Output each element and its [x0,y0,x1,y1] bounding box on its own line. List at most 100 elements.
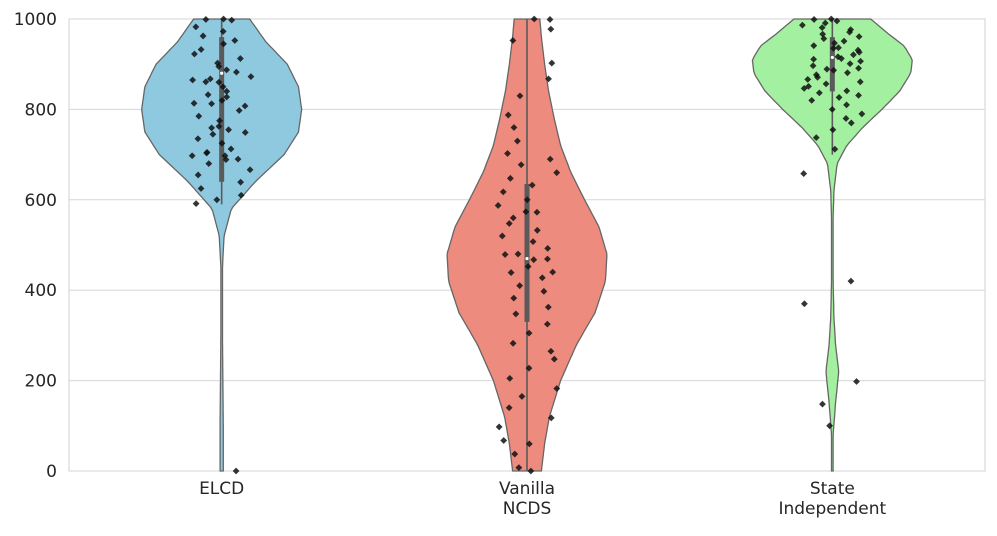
data-point [197,185,205,192]
data-point [546,155,554,163]
data-point [821,19,829,27]
data-point [800,300,808,308]
data-point [247,73,255,81]
data-point [823,65,831,73]
data-point [197,46,205,53]
y-tick-label: 400 [25,281,57,301]
y-tick-label: 800 [25,100,57,120]
data-point [209,130,217,138]
data-point [220,40,227,48]
data-point [843,87,851,95]
data-point [235,107,243,114]
data-point [547,347,555,355]
data-point [527,467,535,475]
data-point [835,44,842,52]
data-point [547,414,555,422]
data-point [223,66,231,74]
data-point [857,57,864,65]
data-point [810,16,818,23]
data-point [506,374,514,382]
data-point [544,244,552,252]
data-point [847,277,855,285]
data-point [218,139,226,147]
data-point [833,17,841,25]
data-point [204,91,212,99]
violin-layer [141,18,913,472]
data-point [804,75,812,83]
data-point [205,160,213,168]
data-point [219,28,227,35]
data-point [220,15,227,23]
data-point [222,156,230,163]
data-point [512,310,520,318]
data-point [855,91,862,99]
data-point [843,101,850,109]
data-point [509,339,517,347]
x-tick-label: NCDS [503,499,551,519]
data-point [206,75,214,83]
violin-median [525,256,529,261]
data-point [202,78,210,86]
data-point [815,89,823,97]
data-point [840,37,848,45]
data-point [505,220,513,227]
data-point [188,152,196,160]
data-point [500,437,508,444]
data-point [237,178,245,186]
data-point [203,149,211,157]
data-point [854,46,862,54]
data-point [529,238,537,246]
data-point [190,99,198,107]
data-point [544,303,552,311]
data-point [847,119,855,127]
data-point [215,122,223,130]
data-point [223,87,231,95]
data-point [516,282,524,290]
data-point [856,78,864,86]
data-point [228,16,236,24]
data-point [514,250,522,258]
data-point [798,21,806,29]
data-point [195,112,203,120]
data-point [837,55,845,62]
data-point [812,71,820,79]
data-point [809,62,817,70]
data-point [192,23,200,31]
data-point [208,100,215,108]
data-point [822,80,830,88]
data-point [858,110,866,118]
data-point [246,166,254,174]
data-point [835,94,843,101]
data-point [208,124,216,132]
data-point [509,37,517,44]
data-point [241,102,249,110]
data-point [549,268,557,276]
data-point [543,320,551,328]
x-tick-label: State [810,479,855,499]
data-point [812,134,820,142]
data-point [192,200,200,208]
x-tick-label: Vanilla [499,479,555,499]
data-point [516,92,524,100]
data-point [237,191,245,199]
data-point [199,32,207,40]
data-point [221,152,229,160]
data-point [510,124,518,131]
data-point [810,42,818,50]
data-point [202,16,210,23]
data-point [505,404,513,412]
data-point [504,111,512,119]
data-point [846,60,854,68]
data-point [233,68,240,76]
data-point [506,174,514,182]
data-point [507,269,515,276]
violin-median [220,71,224,75]
x-tick-label: Independent [778,499,886,519]
data-point [550,355,558,363]
data-point [227,145,235,153]
data-point [826,422,834,430]
y-tick-label: 0 [46,462,57,482]
